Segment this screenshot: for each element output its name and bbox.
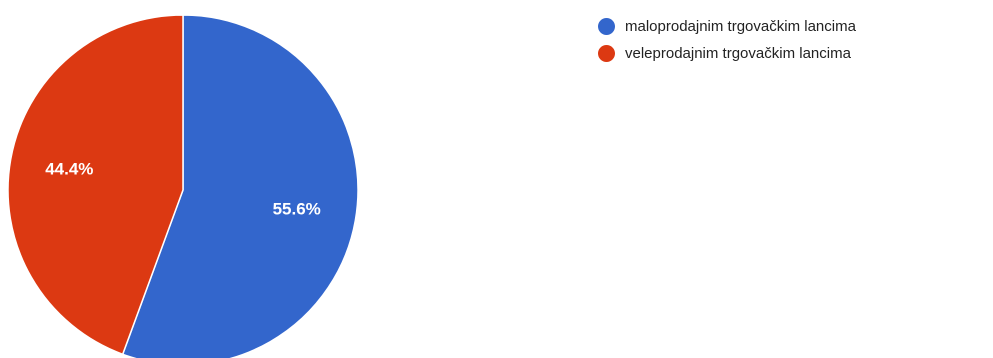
legend-label-maloprodajnim: maloprodajnim trgovačkim lancima <box>625 18 856 35</box>
legend-swatch-maloprodajnim <box>598 18 615 35</box>
legend: maloprodajnim trgovačkim lancima velepro… <box>598 13 856 67</box>
pie-slice-label-0: 55.6% <box>273 200 321 219</box>
legend-swatch-veleprodajnim <box>598 45 615 62</box>
pie-slice-0[interactable] <box>121 14 359 358</box>
pie-slice-1[interactable] <box>7 14 184 356</box>
legend-label-veleprodajnim: veleprodajnim trgovačkim lancima <box>625 45 851 62</box>
legend-item-veleprodajnim[interactable]: veleprodajnim trgovačkim lancima <box>598 40 856 67</box>
legend-item-maloprodajnim[interactable]: maloprodajnim trgovačkim lancima <box>598 13 856 40</box>
pie-slice-label-1: 44.4% <box>45 159 93 178</box>
